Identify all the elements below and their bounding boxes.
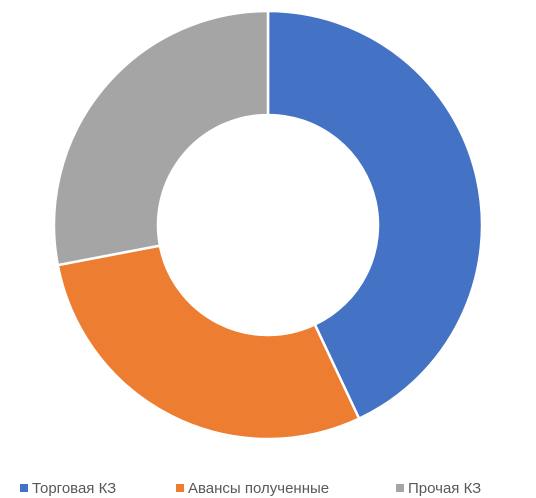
- legend-label: Торговая КЗ: [32, 480, 116, 497]
- donut-segment: [56, 244, 361, 441]
- legend-swatch: [176, 484, 184, 492]
- legend-swatch: [396, 484, 404, 492]
- legend-swatch: [20, 484, 28, 492]
- donut-segment: [266, 9, 484, 421]
- legend-label: Авансы полученные: [188, 480, 329, 497]
- legend-label: Прочая КЗ: [408, 480, 481, 497]
- donut-segment: [52, 9, 270, 267]
